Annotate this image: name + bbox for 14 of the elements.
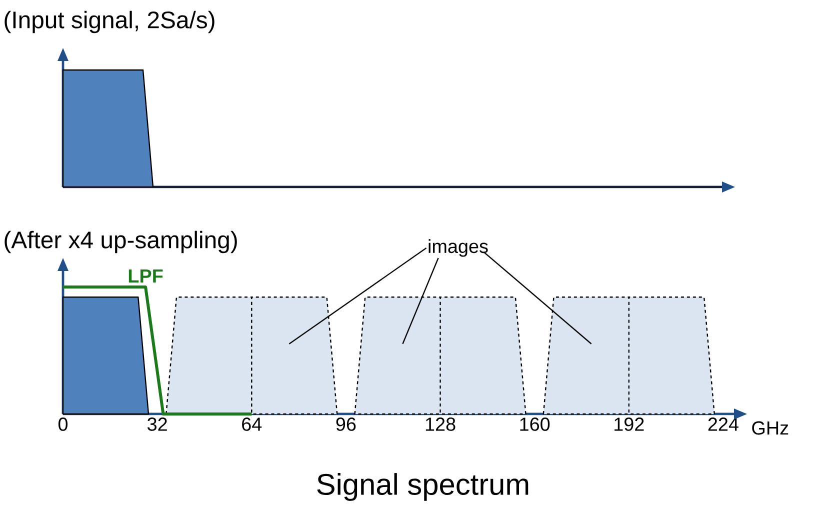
- x-axis-title: GHz: [752, 421, 788, 435]
- x-tick-label: 32: [148, 418, 167, 431]
- text: Signal spectrum: [317, 473, 528, 501]
- chart-title: (After x4 up-sampling): [4, 230, 237, 254]
- x-tick-label: 0: [58, 418, 68, 431]
- x-tick-label: 128: [426, 418, 456, 431]
- x-tick-label: 96: [336, 418, 356, 431]
- x-tick-label: 224: [708, 418, 738, 431]
- x-tick-label: 192: [614, 418, 644, 431]
- series-label: LPF: [128, 269, 163, 282]
- x-tick-label: 160: [520, 418, 550, 431]
- text: images: [428, 239, 488, 257]
- chart-title: (Input signal, 2Sa/s): [4, 10, 214, 34]
- x-tick-label: 64: [242, 418, 262, 431]
